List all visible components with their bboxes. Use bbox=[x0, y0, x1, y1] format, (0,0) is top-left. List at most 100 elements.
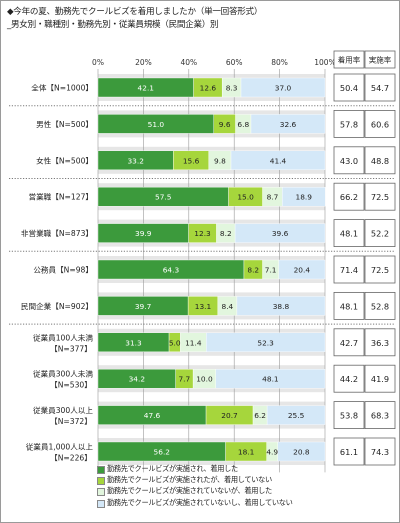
category-label: 従業員1,000人以上 bbox=[26, 442, 94, 452]
data-label: 56.2 bbox=[154, 448, 170, 457]
category-label: 全体【N=1000】 bbox=[31, 83, 93, 93]
data-label: 37.0 bbox=[275, 84, 292, 93]
category-label: 従業員100人未満 bbox=[33, 332, 93, 342]
data-label: 8.4 bbox=[222, 302, 234, 311]
bar-segment-4 bbox=[250, 114, 326, 134]
impl-rate-cell bbox=[364, 73, 396, 102]
data-label: 38.8 bbox=[273, 302, 290, 311]
bar-segment-4 bbox=[278, 259, 326, 280]
data-label: 7.7 bbox=[178, 375, 190, 384]
data-label: 15.6 bbox=[183, 156, 200, 165]
chart-subtitle: _男女別・職種別・勤務先別・従業員規模（民間企業）別 bbox=[7, 20, 219, 30]
impl-rate-header-box bbox=[364, 50, 396, 69]
impl-rate-value: 74.3 bbox=[371, 447, 389, 457]
data-label: 13.1 bbox=[195, 302, 212, 311]
data-label: 18.1 bbox=[238, 448, 255, 457]
chart-title: ◆今年の夏、勤務先でクールビズを着用しましたか（単一回答形式） bbox=[7, 7, 263, 17]
data-label: 51.0 bbox=[148, 120, 165, 129]
impl-rate-value: 48.8 bbox=[371, 156, 389, 166]
data-label: 64.3 bbox=[163, 266, 180, 275]
impl-rate-value: 60.6 bbox=[371, 119, 389, 129]
bar-segment-4 bbox=[206, 332, 326, 352]
wear-rate-cell bbox=[333, 110, 365, 138]
impl-rate-value: 36.3 bbox=[371, 338, 389, 348]
category-label: 男性【N=500】 bbox=[36, 119, 93, 129]
category-label: 公務員【N=98】 bbox=[33, 265, 93, 275]
legend-label: 勤務先でクールビズが実施されていないが、着用した bbox=[107, 486, 272, 496]
category-label-n: 【N=372】 bbox=[50, 417, 92, 426]
wear-rate-cell bbox=[333, 73, 365, 102]
wear-rate-cell bbox=[333, 146, 365, 175]
wear-rate-value: 53.8 bbox=[340, 411, 358, 421]
data-label: 39.9 bbox=[135, 229, 152, 238]
data-label: 42.1 bbox=[138, 84, 155, 93]
bar-segment-4 bbox=[230, 150, 326, 171]
impl-rate-value: 52.2 bbox=[371, 229, 389, 239]
wear-rate-cell bbox=[333, 219, 365, 248]
data-label: 9.6 bbox=[219, 120, 231, 129]
data-label: 8.2 bbox=[220, 229, 232, 238]
legend-swatch bbox=[97, 488, 105, 497]
data-label: 12.3 bbox=[194, 229, 211, 238]
legend-swatch bbox=[97, 499, 105, 508]
data-label: 11.4 bbox=[185, 338, 202, 347]
impl-rate-value: 72.5 bbox=[371, 265, 389, 275]
category-label: 営業職【N=127】 bbox=[28, 192, 93, 202]
impl-rate-value: 68.3 bbox=[371, 411, 389, 421]
impl-rate-value: 72.5 bbox=[371, 192, 389, 202]
data-label: 6.8 bbox=[237, 120, 249, 129]
x-tick-label: 20% bbox=[135, 58, 152, 67]
wear-rate-value: 44.2 bbox=[340, 374, 358, 384]
data-label: 12.6 bbox=[200, 84, 217, 93]
impl-rate-cell bbox=[364, 328, 396, 357]
data-label: 33.2 bbox=[127, 156, 143, 165]
impl-rate-header: 実施率 bbox=[369, 55, 392, 65]
category-label-n: 【N=530】 bbox=[50, 381, 92, 390]
data-label: 10.0 bbox=[196, 375, 213, 384]
impl-rate-value: 41.9 bbox=[371, 374, 389, 384]
impl-rate-value: 52.8 bbox=[371, 301, 389, 311]
data-label: 20.4 bbox=[294, 266, 311, 275]
wear-rate-value: 43.0 bbox=[340, 156, 358, 166]
wear-rate-header: 着用率 bbox=[338, 55, 361, 65]
data-label: 4.9 bbox=[266, 448, 278, 457]
legend-swatch bbox=[97, 477, 105, 486]
wear-rate-value: 66.2 bbox=[340, 192, 358, 202]
legend-swatch bbox=[97, 466, 105, 474]
bar-segment-4 bbox=[215, 369, 326, 389]
data-label: 7.1 bbox=[265, 266, 277, 275]
impl-rate-cell bbox=[364, 146, 396, 175]
wear-rate-value: 48.1 bbox=[340, 229, 358, 239]
category-label: 女性【N=500】 bbox=[36, 155, 93, 165]
data-label: 47.6 bbox=[144, 411, 161, 420]
data-label: 20.8 bbox=[293, 448, 310, 457]
wear-rate-cell bbox=[333, 182, 365, 211]
data-label: 6.2 bbox=[254, 411, 266, 420]
data-label: 8.2 bbox=[247, 266, 259, 275]
impl-rate-value: 54.7 bbox=[371, 83, 389, 93]
category-label: 民間企業【N=902】 bbox=[21, 301, 93, 311]
wear-rate-value: 71.4 bbox=[340, 265, 358, 275]
wear-rate-cell bbox=[333, 291, 365, 320]
impl-rate-cell bbox=[364, 437, 396, 466]
category-label: 従業員300人以上 bbox=[33, 405, 93, 415]
wear-rate-value: 57.8 bbox=[340, 119, 358, 129]
bar-segment-4 bbox=[240, 77, 326, 98]
impl-rate-cell bbox=[364, 182, 396, 211]
wear-rate-value: 50.4 bbox=[340, 83, 358, 93]
legend-label: 勤務先でクールビズが実施されていないし、着用していない bbox=[107, 497, 293, 507]
wear-rate-cell bbox=[333, 255, 365, 284]
wear-rate-cell bbox=[333, 437, 365, 466]
wear-rate-header-box bbox=[333, 50, 365, 69]
data-label: 8.7 bbox=[267, 193, 279, 202]
data-label: 9.8 bbox=[214, 156, 226, 165]
data-label: 31.3 bbox=[125, 338, 142, 347]
impl-rate-cell bbox=[364, 291, 396, 320]
impl-rate-cell bbox=[364, 364, 396, 393]
bar-segment-4 bbox=[277, 441, 326, 462]
x-tick-label: 0% bbox=[92, 58, 104, 67]
wear-rate-cell bbox=[333, 401, 365, 430]
wear-rate-value: 48.1 bbox=[340, 301, 358, 311]
